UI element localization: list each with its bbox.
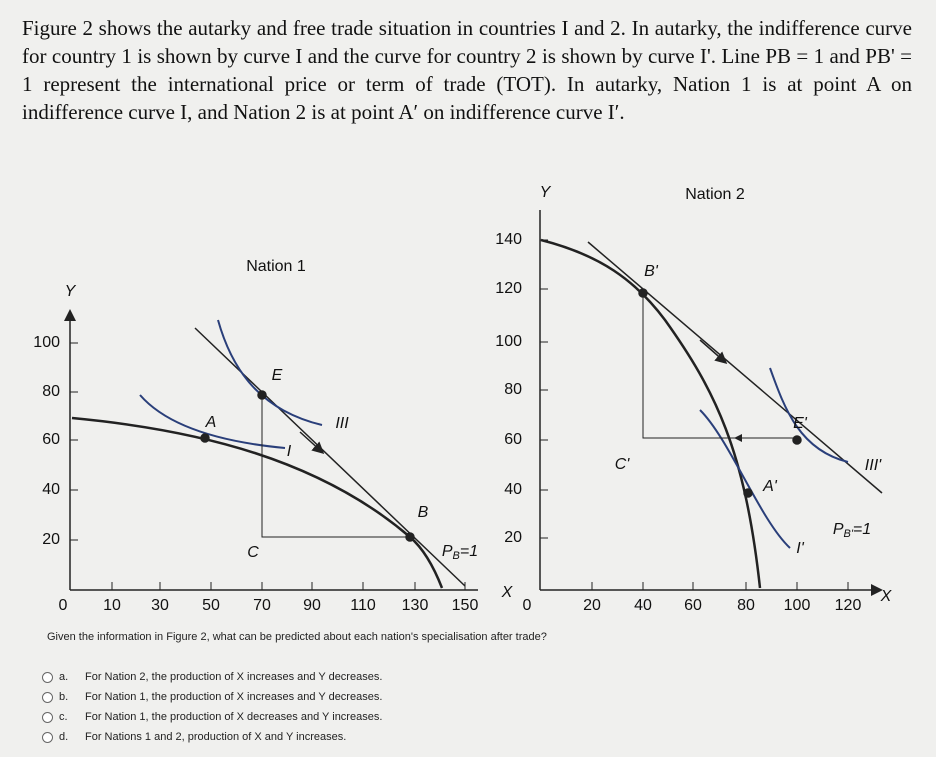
x-tick-label: 50 — [202, 597, 220, 614]
x-tick-label: 150 — [452, 597, 479, 614]
y-axis-label: Y — [65, 283, 77, 300]
x-tick-label: 0 — [59, 597, 68, 614]
option[interactable]: b. For Nation 1, the production of X incr… — [42, 691, 382, 703]
y-tick-label: 120 — [495, 280, 522, 297]
point-label: C — [247, 544, 259, 561]
option-letter: b. — [59, 691, 69, 703]
point-label: I' — [796, 540, 804, 557]
x-tick-label: 10 — [103, 597, 121, 614]
figure: Nation 1 Y X Nation 2 Y X PB=1 PB'=1 100… — [33, 184, 893, 614]
option-text: For Nation 1, the production of X increa… — [85, 691, 383, 703]
x-axis-label: X — [501, 584, 514, 601]
x-tick-label: 70 — [253, 597, 271, 614]
nation1-drawing — [64, 309, 478, 591]
x-tick-label: 100 — [784, 597, 811, 614]
x-tick-label: 110 — [350, 597, 376, 614]
nation1-title: Nation 1 — [246, 258, 306, 275]
price-line-label: PB=1 — [442, 543, 478, 562]
paragraph: Figure 2 shows the autarky and free trad… — [22, 16, 912, 124]
point-label: C' — [615, 456, 631, 473]
price-suffix: =1 — [460, 543, 478, 560]
question: Given the information in Figure 2, what … — [47, 631, 547, 643]
point-label: III' — [865, 457, 882, 474]
option-text: For Nations 1 and 2, production of X and… — [85, 731, 347, 743]
y-tick-label: 140 — [495, 231, 522, 248]
price-subscript: B — [453, 550, 460, 562]
nation2-title: Nation 2 — [685, 186, 745, 203]
option-letter: d. — [59, 731, 69, 743]
y-tick-label: 40 — [42, 481, 60, 498]
x-tick-label: 80 — [737, 597, 755, 614]
option[interactable]: c. For Nation 1, the production of X decr… — [42, 711, 382, 723]
x-tick-label: 0 — [523, 597, 532, 614]
y-tick-label: 100 — [495, 333, 522, 350]
x-tick-label: 60 — [684, 597, 702, 614]
x-tick-label: 130 — [402, 597, 429, 614]
radio-button[interactable] — [42, 691, 53, 703]
price-line-label: PB'=1 — [833, 521, 871, 540]
radio-button[interactable] — [42, 731, 53, 743]
y-tick-label: 80 — [504, 381, 522, 398]
x-tick-label: 20 — [583, 597, 601, 614]
point-label: E' — [793, 415, 808, 432]
point-label: I — [287, 443, 292, 460]
price-base: P — [833, 521, 844, 538]
price-base: P — [442, 543, 453, 560]
y-tick-label: 60 — [42, 431, 60, 448]
x-tick-label: 90 — [303, 597, 321, 614]
option-letter: a. — [59, 671, 69, 683]
option[interactable]: d. For Nations 1 and 2, production of X a… — [42, 731, 346, 743]
radio-button[interactable] — [42, 671, 53, 683]
option-letter: c. — [59, 711, 68, 723]
option-text: For Nation 1, the production of X decrea… — [85, 711, 383, 723]
y-tick-label: 100 — [33, 334, 60, 351]
price-subscript: B' — [843, 528, 853, 540]
y-tick-label: 60 — [504, 431, 522, 448]
y-tick-label: 40 — [504, 481, 522, 498]
point-label: III — [335, 415, 349, 432]
y-tick-label: 20 — [504, 529, 522, 546]
y-tick-label: 80 — [42, 383, 60, 400]
option-text: For Nation 2, the production of X increa… — [85, 671, 383, 683]
y-tick-label: 20 — [42, 531, 60, 548]
point-label: A — [205, 414, 217, 431]
x-tick-label: 40 — [634, 597, 652, 614]
x-axis-label: X — [880, 588, 893, 605]
point-label: B — [418, 504, 429, 521]
price-suffix: =1 — [853, 521, 871, 538]
x-tick-label: 30 — [151, 597, 169, 614]
point-label: E — [272, 367, 283, 384]
radio-button[interactable] — [42, 711, 53, 723]
point-label: A' — [762, 478, 778, 495]
y-axis-label: Y — [540, 184, 552, 201]
point-label: B' — [644, 263, 659, 280]
x-tick-label: 120 — [835, 597, 862, 614]
nation2-drawing — [539, 210, 883, 596]
option[interactable]: a. For Nation 2, the production of X incr… — [42, 671, 382, 683]
